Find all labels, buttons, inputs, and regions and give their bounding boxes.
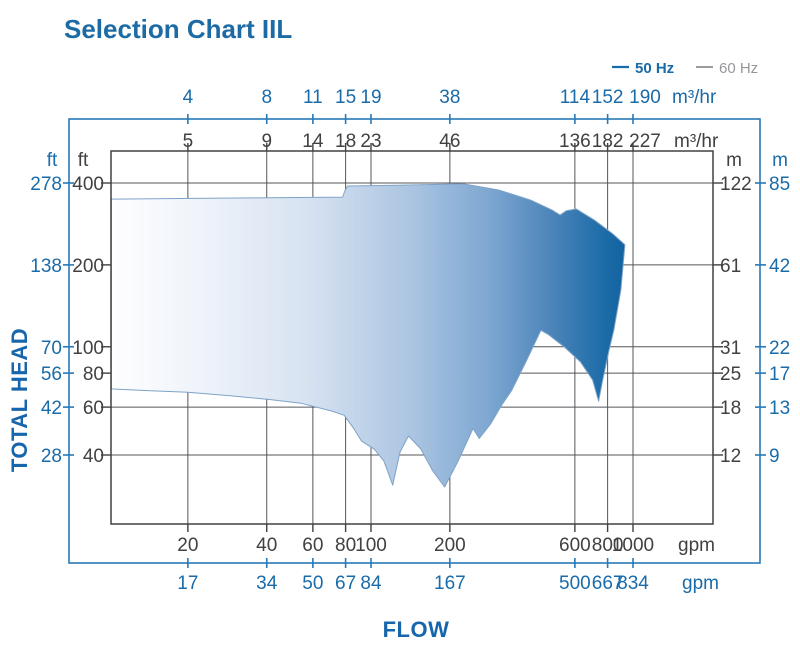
- top-dark-tick-label: 9: [261, 131, 272, 152]
- top-dark-tick-label: 14: [302, 131, 324, 152]
- left-blue-tick-label: 28: [41, 446, 62, 467]
- right-blue-tick-label: 85: [769, 174, 790, 195]
- bottom-dark-tick-label: 600: [559, 535, 591, 556]
- right-blue-tick-label: 42: [769, 256, 790, 277]
- bottom-blue-tick-label: 834: [617, 573, 649, 594]
- y-axis-title: TOTAL HEAD: [7, 328, 32, 472]
- pump-envelope-area: [110, 183, 626, 488]
- top-blue-tick-label: 11: [303, 87, 323, 108]
- bottom-dark-tick-label: 1000: [612, 535, 654, 556]
- top-blue-tick-label: 152: [592, 87, 624, 108]
- right-blue-tick-label: 17: [769, 364, 790, 385]
- left-blue-tick-label: 42: [41, 398, 62, 419]
- plot-border: [110, 150, 714, 525]
- bottom-dark-tick-label: 80: [335, 535, 356, 556]
- right-dark-tick-label: 31: [720, 338, 741, 359]
- right-blue-tick-label: 13: [769, 398, 790, 419]
- top-blue-unit: m³/hr: [672, 87, 717, 108]
- top-dark-unit: m³/hr: [674, 131, 719, 152]
- bottom-dark-tick-label: 20: [177, 535, 198, 556]
- top-dark-tick-label: 46: [439, 131, 460, 152]
- right-dark-tick-label: 122: [720, 174, 752, 195]
- bottom-dark-tick-label: 60: [302, 535, 323, 556]
- top-blue-tick-label: 190: [629, 87, 661, 108]
- top-dark-tick-label: 182: [592, 131, 624, 152]
- left-blue-tick-label: 70: [41, 338, 62, 359]
- bottom-blue-unit: gpm: [682, 573, 719, 594]
- right-dark-tick-label: 18: [720, 398, 741, 419]
- bottom-blue-tick-label: 84: [360, 573, 382, 594]
- bottom-dark-unit: gpm: [678, 535, 715, 556]
- left-dark-tick-label: 40: [83, 446, 104, 467]
- top-blue-tick-label: 15: [335, 87, 356, 108]
- right-dark-header: m: [726, 150, 742, 171]
- bottom-dark-tick-label: 200: [434, 535, 466, 556]
- top-dark-tick-label: 23: [360, 131, 381, 152]
- left-blue-header: ft: [47, 150, 58, 171]
- right-dark-tick-label: 12: [720, 446, 741, 467]
- left-dark-tick-label: 100: [72, 338, 104, 359]
- legend: 50 Hz 60 Hz: [612, 60, 758, 77]
- bottom-blue-tick-label: 67: [335, 573, 356, 594]
- top-dark-tick-label: 5: [183, 131, 194, 152]
- top-blue-tick-label: 19: [360, 87, 381, 108]
- x-axis-title: FLOW: [383, 617, 450, 642]
- bottom-blue-tick-label: 34: [256, 573, 278, 594]
- top-blue-tick-label: 114: [560, 87, 591, 108]
- pump-envelope-path: [110, 183, 626, 488]
- right-dark-tick-label: 61: [720, 256, 741, 277]
- bottom-blue-tick-label: 167: [434, 573, 466, 594]
- bottom-blue-tick-label: 667: [592, 573, 624, 594]
- tick-marks: [63, 114, 766, 568]
- right-blue-tick-label: 9: [769, 446, 780, 467]
- left-blue-tick-label: 56: [41, 364, 62, 385]
- top-dark-tick-label: 18: [335, 131, 356, 152]
- top-dark-tick-label: 136: [559, 131, 591, 152]
- top-blue-tick-label: 4: [183, 87, 194, 108]
- left-dark-header: ft: [78, 150, 89, 171]
- bottom-blue-tick-label: 17: [177, 573, 198, 594]
- left-blue-tick-label: 138: [30, 256, 62, 277]
- left-dark-tick-label: 400: [72, 174, 104, 195]
- legend-60hz-label: 60 Hz: [719, 60, 758, 77]
- tick-labels: 4 5 20 17 8 9 40 34 11 14 60 50 15 18 80 67 19 23 100 84 38 4…: [30, 87, 790, 594]
- right-blue-header: m: [772, 150, 788, 171]
- bottom-blue-tick-label: 500: [559, 573, 591, 594]
- right-dark-tick-label: 25: [720, 364, 741, 385]
- left-dark-tick-label: 80: [83, 364, 104, 385]
- left-dark-tick-label: 60: [83, 398, 104, 419]
- top-dark-tick-label: 227: [629, 131, 661, 152]
- right-blue-tick-label: 22: [769, 338, 790, 359]
- bottom-dark-tick-label: 100: [355, 535, 387, 556]
- top-blue-tick-label: 8: [261, 87, 272, 108]
- legend-50hz-label: 50 Hz: [635, 60, 674, 77]
- top-blue-tick-label: 38: [439, 87, 460, 108]
- bottom-dark-tick-label: 40: [256, 535, 277, 556]
- left-dark-tick-label: 200: [72, 256, 104, 277]
- left-blue-tick-label: 278: [30, 174, 62, 195]
- page-title: Selection Chart IIL: [64, 14, 292, 44]
- bottom-dark-tick-label: 800: [592, 535, 624, 556]
- hz50-frame: [68, 118, 761, 564]
- bottom-blue-tick-label: 50: [302, 573, 323, 594]
